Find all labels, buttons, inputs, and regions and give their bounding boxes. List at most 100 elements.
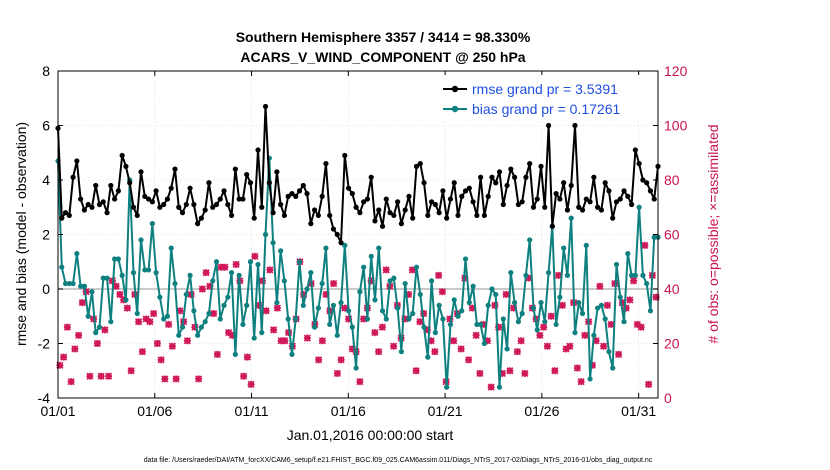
bias-point — [591, 332, 597, 338]
rmse-point — [240, 196, 246, 202]
rmse-point — [466, 185, 472, 191]
bias-point — [130, 270, 137, 276]
rmse-point — [561, 180, 567, 186]
rmse-point — [640, 177, 646, 183]
legend-rmse-marker — [451, 85, 459, 93]
rmse-point — [134, 212, 140, 219]
rmse-point — [406, 193, 412, 199]
bias-point — [451, 297, 457, 303]
rmse-line — [57, 105, 659, 244]
obs-assimilated-point — [240, 372, 248, 380]
rmse-point — [228, 212, 235, 219]
obs-assimilated-point — [577, 378, 585, 386]
obs-assimilated-point — [273, 304, 281, 312]
bias-point — [161, 316, 167, 322]
bias-point — [602, 316, 608, 322]
obs-assimilated-point — [427, 337, 435, 345]
bias-point — [176, 332, 182, 338]
bias-point — [478, 321, 484, 328]
rmse-point — [398, 221, 404, 227]
rmse-point — [444, 215, 450, 221]
bias-point — [70, 280, 76, 287]
obs-assimilated-point — [345, 315, 353, 323]
bias-point — [364, 316, 371, 322]
rmse-point — [187, 185, 193, 191]
rmse-point — [296, 188, 303, 194]
bias-point — [198, 324, 204, 330]
rmse-point — [587, 199, 593, 205]
obs-assimilated-point — [228, 331, 236, 339]
rmse-point — [312, 207, 318, 213]
rmse-point — [100, 199, 106, 205]
obs-assimilated-point — [510, 304, 518, 312]
rmse-point — [621, 188, 627, 194]
obs-assimilated-point — [431, 348, 439, 356]
bias-point — [59, 264, 65, 270]
bias-point — [440, 316, 446, 322]
rmse-point — [345, 185, 352, 191]
bias-point — [406, 316, 412, 322]
rmse-point — [274, 169, 280, 175]
bias-series — [55, 155, 661, 390]
rmse-point — [202, 207, 208, 213]
bias-point — [308, 270, 314, 276]
bias-point — [93, 330, 99, 336]
rmse-point — [206, 180, 212, 186]
obs-assimilated-point — [536, 331, 544, 339]
bias-point — [610, 365, 616, 371]
rmse-point — [115, 188, 121, 194]
rmse-point — [251, 215, 257, 221]
obs-assimilated-point — [423, 326, 431, 334]
obs-assimilated-point — [210, 309, 218, 318]
rmse-point — [138, 169, 144, 175]
rmse-point — [96, 201, 103, 208]
rmse-point — [289, 191, 295, 197]
bias-point — [228, 270, 235, 276]
obs-assimilated-point — [63, 323, 71, 331]
obs-assimilated-point — [150, 309, 158, 318]
bias-point — [519, 310, 525, 317]
rmse-point — [70, 174, 76, 180]
bias-point — [172, 280, 178, 287]
x-tick-label: 01/31 — [621, 403, 656, 419]
rmse-point — [285, 193, 291, 199]
rmse-point — [236, 196, 242, 202]
obs-assimilated-point — [281, 337, 289, 345]
obs-assimilated-point — [202, 269, 210, 277]
rmse-point — [617, 196, 623, 202]
bias-point — [74, 250, 80, 257]
rmse-point — [145, 196, 152, 202]
obs-assimilated-point — [153, 339, 161, 348]
rmse-point — [232, 166, 238, 172]
obs-assimilated-point — [300, 290, 308, 299]
bias-point — [115, 256, 121, 262]
rmse-point — [112, 196, 118, 202]
rmse-point — [217, 196, 223, 202]
rmse-point — [59, 215, 65, 221]
rmse-point — [519, 199, 525, 205]
y-right-tick-label: 0 — [664, 390, 672, 406]
rmse-point — [108, 182, 114, 189]
obs-assimilated-point — [165, 320, 173, 328]
bias-point — [240, 321, 246, 328]
obs-assimilated-point — [573, 364, 581, 372]
bias-point — [534, 327, 540, 333]
bias-point — [372, 297, 378, 303]
obs-assimilated-point — [615, 350, 623, 358]
bias-point — [398, 349, 404, 355]
obs-assimilated-point — [438, 288, 446, 296]
rmse-point — [191, 201, 197, 208]
bias-point — [651, 234, 657, 240]
obs-assimilated-point — [176, 307, 184, 315]
obs-assimilated-point — [637, 323, 645, 331]
obs-assimilated-point — [270, 326, 278, 334]
obs-assimilated-point — [78, 299, 86, 307]
rmse-point — [644, 180, 650, 186]
rmse-point — [591, 174, 597, 180]
bias-point — [278, 248, 284, 254]
obs-assimilated-point — [408, 266, 416, 274]
bias-point — [361, 264, 367, 270]
bias-point — [164, 313, 171, 319]
bias-point — [345, 308, 352, 314]
rmse-point — [372, 218, 378, 224]
